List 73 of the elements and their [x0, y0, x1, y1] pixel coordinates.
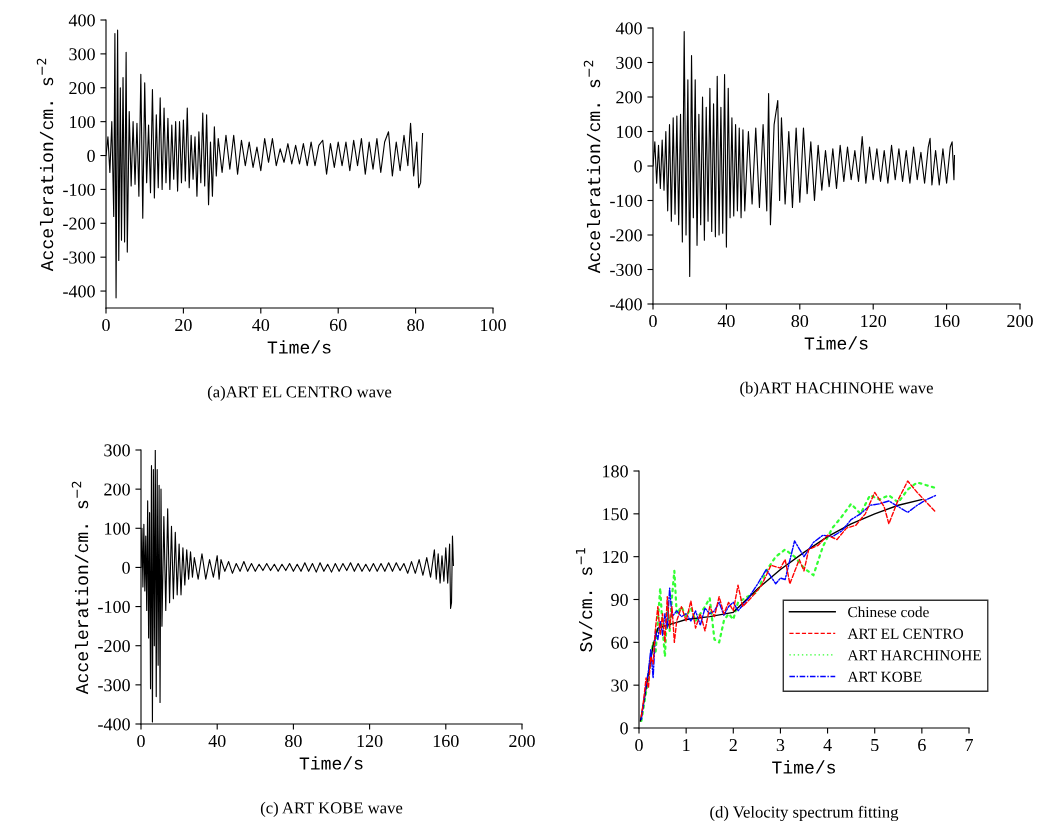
y-tick-label: -200: [63, 217, 95, 230]
x-tick-label: 40: [252, 318, 270, 332]
y-axis-title: Acceleration/cm. s$^{−2}$: [71, 481, 89, 695]
y-tick-label: -200: [98, 639, 130, 653]
x-tick-label: 0: [137, 734, 145, 748]
x-tick-label: 160: [934, 314, 960, 328]
y-tick-label: -300: [610, 263, 642, 276]
y-tick-label: 30: [611, 679, 628, 692]
x-tick-label: 7: [965, 739, 973, 751]
x-tick-label: 5: [871, 739, 879, 752]
y-tick-label: 400: [68, 14, 95, 27]
y-tick-label: -400: [610, 298, 642, 311]
x-tick-label: 40: [717, 314, 735, 328]
x-tick-label: 60: [329, 318, 347, 332]
y-tick-label: -100: [98, 600, 130, 614]
y-tick-label: 90: [611, 593, 628, 606]
y-tick-label: -100: [610, 194, 642, 207]
y-tick-label: 180: [603, 465, 628, 478]
x-tick-label: 4: [823, 739, 832, 751]
x-tick-label: 100: [481, 318, 506, 332]
y-tick-label: 0: [620, 722, 628, 735]
y-tick-label: -400: [98, 718, 130, 731]
x-tick-label: 120: [357, 734, 383, 748]
x-tick-label: 200: [509, 734, 535, 748]
y-tick-label: -100: [63, 183, 95, 196]
text: (a)ART EL CENTRO wave: [207, 385, 392, 401]
y-tick-label: 200: [616, 91, 642, 104]
x-tick-label: 20: [175, 318, 192, 332]
x-tick-label: 80: [791, 314, 809, 328]
y-tick-label: 300: [69, 48, 95, 61]
x-tick-label: 200: [1007, 314, 1033, 328]
y-axis-title: Acceleration/cm. s$^{−2}$: [36, 58, 54, 272]
x-axis-title: Time/s: [299, 756, 363, 770]
y-tick-label: -400: [63, 285, 95, 298]
y-tick-label: 200: [69, 82, 95, 95]
y-axis-title: Sv/cm. s$^{−1}$: [575, 548, 593, 652]
x-tick-label: 80: [285, 734, 302, 748]
text: (c) ART KOBE wave: [260, 801, 403, 817]
y-tick-label: 0: [122, 561, 130, 574]
y-tick-label: 0: [87, 149, 95, 162]
legend-label: ART EL CENTRO: [847, 628, 964, 639]
x-tick-label: 0: [649, 314, 657, 328]
y-tick-label: 100: [70, 115, 95, 129]
x-tick-label: 6: [918, 738, 926, 752]
y-tick-label: 100: [105, 522, 130, 535]
y-tick-label: -200: [610, 229, 642, 242]
x-axis-title: Time/s: [267, 340, 331, 354]
x-tick-label: 1: [683, 739, 690, 751]
x-tick-label: 2: [729, 738, 737, 751]
y-tick-label: 60: [611, 636, 628, 649]
legend-label: ART HARCHINOHE: [847, 650, 981, 661]
x-tick-label: 160: [433, 734, 459, 748]
x-axis-title: Time/s: [772, 760, 836, 774]
text: (b)ART HACHINOHE wave: [740, 381, 933, 397]
x-tick-label: 120: [861, 314, 887, 328]
y-tick-label: 300: [104, 444, 130, 457]
x-tick-label: 80: [407, 318, 424, 332]
y-tick-label: -300: [98, 679, 130, 692]
x-tick-label: 40: [208, 734, 226, 748]
y-tick-label: 100: [617, 125, 642, 138]
x-axis-title: Time/s: [804, 336, 868, 350]
text: (d) Velocity spectrum fitting: [710, 805, 899, 822]
y-tick-label: 120: [603, 550, 628, 564]
y-tick-label: 400: [615, 22, 642, 35]
legend-label: ART KOBE: [847, 671, 922, 683]
x-tick-label: 3: [776, 738, 785, 752]
y-tick-label: 0: [634, 160, 642, 173]
y-tick-label: -300: [63, 251, 95, 264]
y-axis-title: Acceleration/cm. s$^{−2}$: [583, 60, 601, 274]
y-tick-label: 200: [104, 483, 130, 496]
y-tick-label: 300: [616, 56, 642, 69]
y-tick-label: 150: [603, 508, 628, 521]
legend-label: Chinese code: [848, 606, 929, 618]
